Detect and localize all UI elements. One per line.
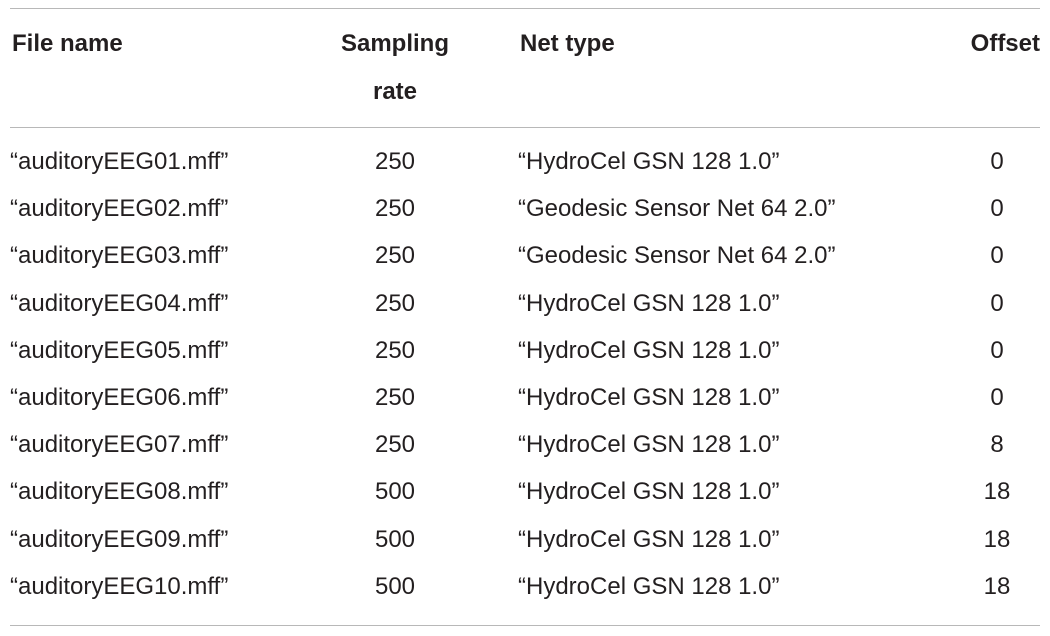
header-sampling-rate: Sampling rate [315,20,475,116]
cell-offset: 18 [983,572,1011,600]
header-offset: Offset [970,30,1040,57]
cell-sampling-rate: 500 [374,478,416,506]
cell-net-type: “HydroCel GSN 128 1.0” [518,525,780,553]
cell-offset: 18 [983,525,1011,553]
cell-net-type: “Geodesic Sensor Net 64 2.0” [518,242,836,270]
table-row: “auditoryEEG03.mff” 250 “Geodesic Sensor… [10,232,1040,279]
bottom-rule [10,625,1040,626]
cell-net-type: “HydroCel GSN 128 1.0” [518,336,780,364]
header-sampling-rate-line2: rate [372,78,418,105]
table-row: “auditoryEEG07.mff” 250 “HydroCel GSN 12… [10,421,1040,468]
cell-offset: 0 [990,383,1004,411]
table-header: File name Sampling rate Net type Offset [10,8,1040,127]
cell-file-name: “auditoryEEG07.mff” [10,431,229,459]
header-sampling-rate-line1: Sampling [340,30,449,57]
cell-net-type: “HydroCel GSN 128 1.0” [518,383,780,411]
cell-offset: 18 [983,478,1011,506]
table-body: “auditoryEEG01.mff” 250 “HydroCel GSN 12… [10,138,1040,610]
cell-file-name: “auditoryEEG10.mff” [10,572,229,600]
table-row: “auditoryEEG02.mff” 250 “Geodesic Sensor… [10,185,1040,232]
cell-net-type: “HydroCel GSN 128 1.0” [518,572,780,600]
table-row: “auditoryEEG06.mff” 250 “HydroCel GSN 12… [10,374,1040,421]
cell-offset: 0 [990,148,1004,175]
cell-file-name: “auditoryEEG02.mff” [10,195,229,223]
cell-sampling-rate: 250 [374,242,416,270]
cell-sampling-rate: 250 [374,195,416,223]
cell-file-name: “auditoryEEG05.mff” [10,336,229,364]
cell-sampling-rate: 250 [374,431,416,459]
cell-sampling-rate: 250 [374,336,416,364]
cell-offset: 0 [990,242,1004,270]
cell-sampling-rate: 500 [374,525,416,553]
header-net-type: Net type [520,30,615,57]
cell-sampling-rate: 250 [374,289,416,317]
cell-net-type: “Geodesic Sensor Net 64 2.0” [518,195,836,223]
cell-file-name: “auditoryEEG01.mff” [10,148,229,175]
cell-sampling-rate: 250 [374,383,416,411]
cell-offset: 0 [990,289,1004,317]
table-row: “auditoryEEG04.mff” 250 “HydroCel GSN 12… [10,280,1040,327]
cell-offset: 8 [990,431,1004,459]
cell-net-type: “HydroCel GSN 128 1.0” [518,431,780,459]
cell-offset: 0 [990,336,1004,364]
cell-file-name: “auditoryEEG09.mff” [10,525,229,553]
cell-net-type: “HydroCel GSN 128 1.0” [518,289,780,317]
cell-file-name: “auditoryEEG03.mff” [10,242,229,270]
cell-file-name: “auditoryEEG08.mff” [10,478,229,506]
header-rule [10,127,1040,128]
table-row: “auditoryEEG10.mff” 500 “HydroCel GSN 12… [10,563,1040,610]
top-rule [10,8,1040,9]
cell-net-type: “HydroCel GSN 128 1.0” [518,148,780,175]
cell-file-name: “auditoryEEG06.mff” [10,383,229,411]
cell-offset: 0 [990,195,1004,223]
header-file-name: File name [12,30,123,57]
cell-sampling-rate: 500 [374,572,416,600]
table-row: “auditoryEEG01.mff” 250 “HydroCel GSN 12… [10,138,1040,185]
cell-sampling-rate: 250 [374,148,416,175]
table-row: “auditoryEEG09.mff” 500 “HydroCel GSN 12… [10,516,1040,563]
cell-net-type: “HydroCel GSN 128 1.0” [518,478,780,506]
table-row: “auditoryEEG05.mff” 250 “HydroCel GSN 12… [10,327,1040,374]
table-row: “auditoryEEG08.mff” 500 “HydroCel GSN 12… [10,468,1040,515]
cell-file-name: “auditoryEEG04.mff” [10,289,229,317]
